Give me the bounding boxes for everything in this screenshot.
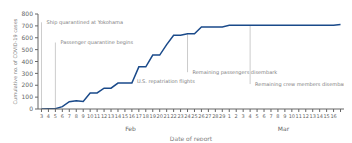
svg-text:100: 100 bbox=[22, 93, 34, 100]
svg-text:8: 8 bbox=[276, 113, 279, 119]
svg-text:23: 23 bbox=[177, 113, 183, 119]
svg-text:27: 27 bbox=[205, 113, 211, 119]
svg-text:13: 13 bbox=[108, 113, 114, 119]
svg-text:600: 600 bbox=[22, 34, 34, 41]
svg-text:25: 25 bbox=[191, 113, 197, 119]
svg-text:7: 7 bbox=[68, 113, 71, 119]
svg-text:12: 12 bbox=[303, 113, 309, 119]
svg-text:15: 15 bbox=[323, 113, 329, 119]
svg-text:6: 6 bbox=[262, 113, 265, 119]
svg-text:11: 11 bbox=[94, 113, 100, 119]
svg-text:Remaining passengers disembark: Remaining passengers disembark bbox=[193, 69, 278, 76]
svg-text:6: 6 bbox=[61, 113, 64, 119]
svg-text:Mar: Mar bbox=[278, 125, 290, 132]
svg-text:0: 0 bbox=[29, 105, 33, 112]
svg-text:14: 14 bbox=[316, 113, 322, 119]
svg-text:16: 16 bbox=[129, 113, 135, 119]
svg-text:14: 14 bbox=[115, 113, 121, 119]
svg-text:8: 8 bbox=[75, 113, 78, 119]
svg-text:29: 29 bbox=[219, 113, 225, 119]
svg-text:3: 3 bbox=[40, 113, 43, 119]
svg-text:13: 13 bbox=[310, 113, 316, 119]
svg-text:26: 26 bbox=[198, 113, 204, 119]
svg-text:9: 9 bbox=[283, 113, 286, 119]
svg-text:3: 3 bbox=[242, 113, 245, 119]
svg-text:U.S. repatriation flights: U.S. repatriation flights bbox=[137, 78, 195, 85]
svg-text:300: 300 bbox=[22, 70, 34, 77]
svg-text:4: 4 bbox=[47, 113, 50, 119]
svg-text:400: 400 bbox=[22, 58, 34, 65]
svg-text:Remaining crew members disemba: Remaining crew members disembark bbox=[255, 81, 344, 88]
svg-text:5: 5 bbox=[54, 113, 57, 119]
svg-text:16: 16 bbox=[330, 113, 336, 119]
svg-text:Date of report: Date of report bbox=[170, 135, 213, 141]
svg-text:9: 9 bbox=[82, 113, 85, 119]
svg-text:20: 20 bbox=[157, 113, 163, 119]
svg-text:7: 7 bbox=[269, 113, 272, 119]
svg-text:19: 19 bbox=[150, 113, 156, 119]
svg-text:1: 1 bbox=[228, 113, 231, 119]
svg-text:18: 18 bbox=[143, 113, 149, 119]
svg-text:Ship quarantined at Yokohama: Ship quarantined at Yokohama bbox=[46, 19, 123, 26]
svg-text:2: 2 bbox=[235, 113, 238, 119]
svg-text:5: 5 bbox=[255, 113, 258, 119]
svg-text:21: 21 bbox=[163, 113, 169, 119]
svg-text:200: 200 bbox=[22, 81, 34, 88]
svg-text:Cumulative no. of COVID-19 cas: Cumulative no. of COVID-19 cases bbox=[12, 18, 18, 104]
svg-text:10: 10 bbox=[289, 113, 295, 119]
svg-text:17: 17 bbox=[136, 113, 142, 119]
svg-text:22: 22 bbox=[170, 113, 176, 119]
svg-text:10: 10 bbox=[87, 113, 93, 119]
svg-text:11: 11 bbox=[296, 113, 302, 119]
svg-text:4: 4 bbox=[249, 113, 252, 119]
svg-text:800: 800 bbox=[22, 10, 34, 17]
svg-text:15: 15 bbox=[122, 113, 128, 119]
svg-text:700: 700 bbox=[22, 22, 34, 29]
svg-text:500: 500 bbox=[22, 46, 34, 53]
svg-text:Feb: Feb bbox=[125, 125, 136, 132]
svg-text:Passenger quarantine begins: Passenger quarantine begins bbox=[60, 39, 133, 46]
svg-text:12: 12 bbox=[101, 113, 107, 119]
svg-text:24: 24 bbox=[184, 113, 190, 119]
svg-text:28: 28 bbox=[212, 113, 218, 119]
